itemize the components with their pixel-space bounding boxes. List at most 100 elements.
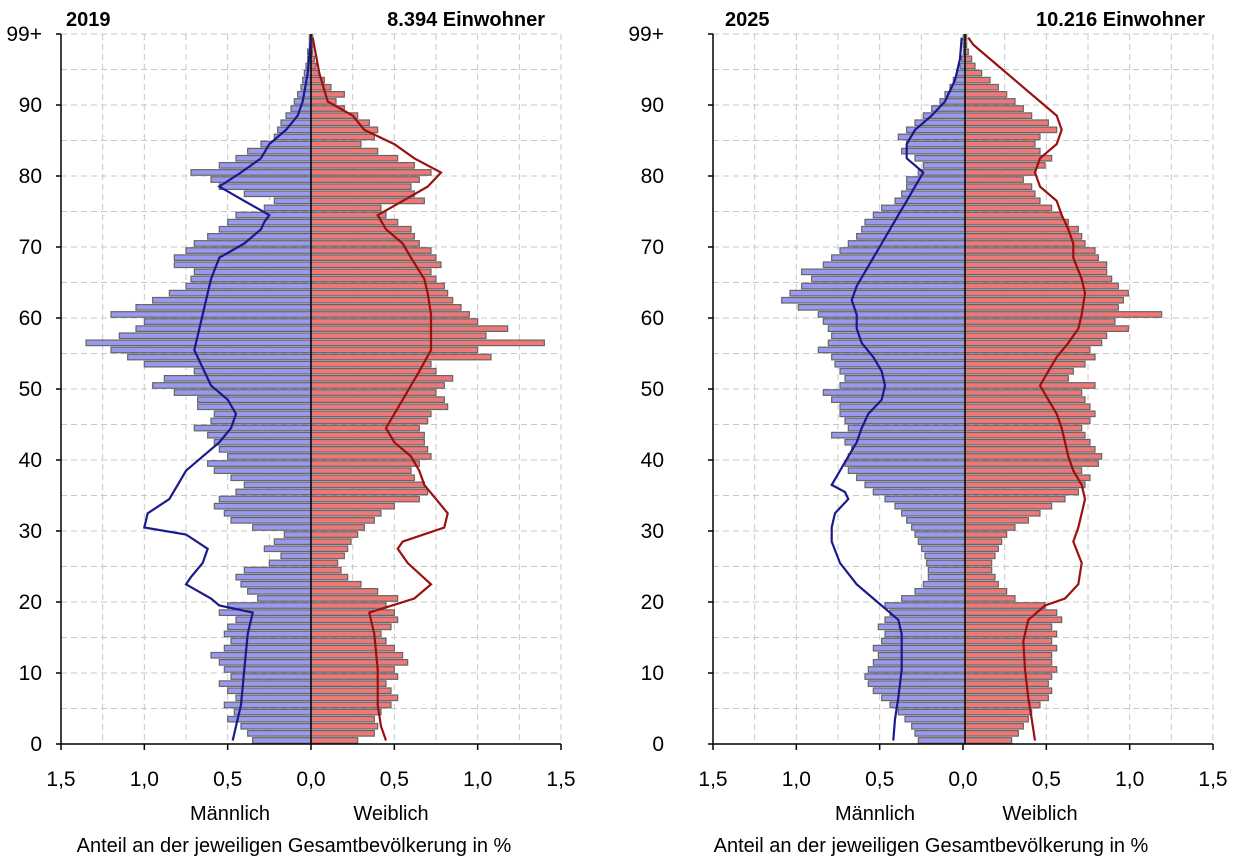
female-bar <box>310 396 445 404</box>
male-bar <box>235 573 312 581</box>
female-bar <box>310 715 375 723</box>
male-bar <box>263 204 312 212</box>
female-bar <box>964 488 1079 496</box>
x-tick-label: 1,5 <box>46 768 75 791</box>
male-bar <box>917 538 966 546</box>
female-bar <box>964 83 999 91</box>
male-bar <box>85 339 312 347</box>
female-bar <box>310 254 437 262</box>
male-bar <box>877 651 966 659</box>
male-bar <box>193 240 312 247</box>
female-bar <box>310 140 362 148</box>
female-comparison-line <box>311 37 449 741</box>
female-bar <box>964 98 1016 105</box>
male-bar <box>872 644 966 652</box>
male-bar <box>864 481 966 489</box>
female-bar <box>310 303 462 311</box>
female-bar <box>310 460 420 467</box>
female-bar <box>964 630 1058 638</box>
y-tick-label: 40 <box>19 449 42 472</box>
female-bar <box>964 651 1053 659</box>
male-bar <box>831 353 966 361</box>
female-bar <box>310 673 399 680</box>
x-tick-label: 0,0 <box>948 768 977 791</box>
x-tick-label: 1,0 <box>463 768 492 791</box>
female-bar <box>310 169 432 176</box>
male-bar <box>839 247 966 254</box>
female-bar <box>964 595 1016 602</box>
male-bar <box>230 474 312 482</box>
female-bar <box>964 325 1129 333</box>
male-bar <box>924 552 966 560</box>
female-bar <box>964 737 1013 744</box>
male-bar <box>197 403 312 411</box>
x-tick-label: 0,5 <box>865 768 894 791</box>
male-bar <box>844 374 966 382</box>
female-bar <box>964 658 1053 666</box>
female-bar <box>964 353 1096 361</box>
female-bar <box>964 673 1053 680</box>
male-bar <box>190 275 312 283</box>
male-bar <box>235 488 312 496</box>
male-bar <box>152 382 312 389</box>
male-bar <box>881 204 966 212</box>
male-bar <box>230 516 312 524</box>
male-bar <box>185 247 312 254</box>
male-bar <box>831 431 966 439</box>
male-bar <box>240 580 312 588</box>
male-bar <box>847 453 966 460</box>
female-bar <box>964 538 1003 546</box>
female-bar <box>964 346 1091 354</box>
female-bar <box>964 680 1049 688</box>
male-bar <box>263 545 312 553</box>
female-bar <box>310 389 437 396</box>
male-bar <box>223 701 312 709</box>
female-bar <box>310 232 415 240</box>
female-bar <box>310 658 409 666</box>
x-tick-label: 1,5 <box>1198 768 1227 791</box>
female-bar <box>310 488 429 496</box>
male-bar <box>173 261 312 269</box>
female-bar <box>964 261 1108 269</box>
female-bar <box>310 666 395 673</box>
x-tick-label: 0,5 <box>380 768 409 791</box>
male-bar <box>904 715 966 723</box>
female-bar <box>964 552 996 560</box>
male-bar <box>847 467 966 475</box>
male-bar <box>861 225 966 233</box>
female-bar <box>310 83 332 91</box>
male-bar <box>889 701 966 709</box>
male-bar <box>906 516 966 524</box>
female-bar <box>310 559 339 567</box>
female-bar <box>310 225 412 233</box>
male-bar <box>827 325 966 333</box>
male-bar <box>927 573 966 581</box>
female-bar <box>964 566 993 574</box>
male-bar <box>822 318 966 325</box>
female-bar <box>964 161 1046 169</box>
male-bar <box>867 666 966 673</box>
male-bar <box>811 275 966 283</box>
y-tick-label: 10 <box>19 662 42 685</box>
female-bar <box>964 204 1053 212</box>
female-bar <box>964 502 1053 510</box>
female-bar <box>310 353 492 361</box>
male-bar <box>247 729 312 737</box>
female-bar <box>964 729 1019 737</box>
male-bar <box>110 311 312 318</box>
male-bar <box>218 183 312 191</box>
male-bar <box>235 154 312 162</box>
female-bar <box>310 474 415 482</box>
male-bar <box>926 559 966 567</box>
female-bar <box>964 197 1041 205</box>
y-tick-label: 80 <box>641 165 664 188</box>
male-bar <box>190 169 312 176</box>
female-bar <box>964 481 1086 489</box>
male-bar <box>143 318 312 325</box>
male-bar <box>817 346 966 354</box>
male-bar <box>213 438 312 446</box>
female-bar <box>964 311 1163 318</box>
y-tick-label: 30 <box>19 520 42 543</box>
female-bar <box>964 708 1033 716</box>
y-tick-label: 99+ <box>6 23 42 46</box>
